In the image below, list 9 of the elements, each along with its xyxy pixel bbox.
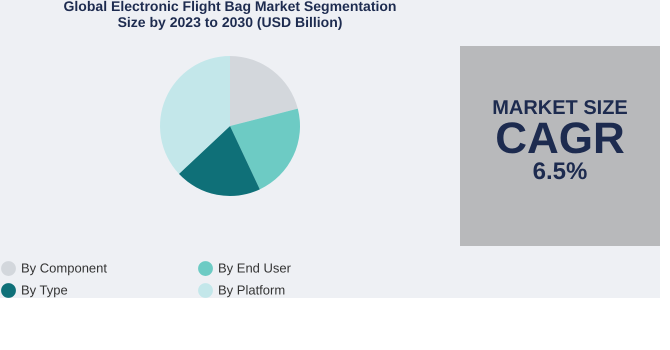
pie-slice — [178, 126, 260, 196]
pie-slice — [230, 108, 300, 190]
pie-slice — [230, 56, 298, 126]
legend-label: By Platform — [218, 282, 286, 298]
pie-slice — [160, 56, 230, 174]
chart-title: Global Electronic Flight Bag Market Segmentation Size by 2023 to 2030 (USD Billion) — [64, 0, 396, 30]
legend-label: By Component — [21, 260, 108, 276]
legend-label: By End User — [218, 260, 292, 276]
legend-label: By Type — [21, 282, 68, 298]
